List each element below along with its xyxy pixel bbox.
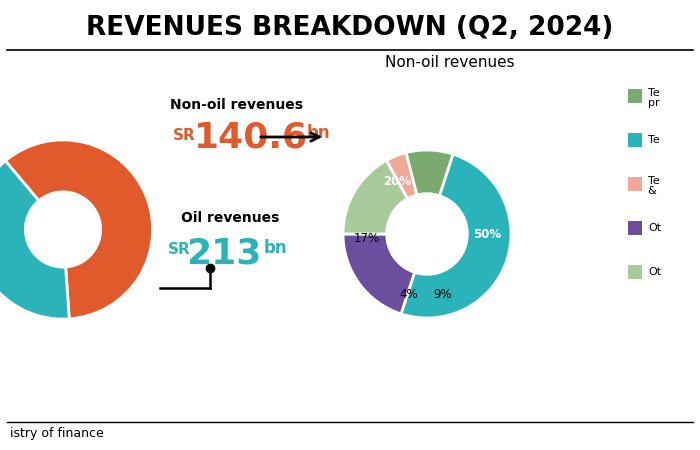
- Text: Te: Te: [648, 176, 659, 186]
- Bar: [628, 265, 642, 279]
- Wedge shape: [406, 150, 453, 196]
- Text: SR: SR: [168, 243, 190, 257]
- Text: Non-oil revenues: Non-oil revenues: [171, 98, 304, 112]
- Text: Ot: Ot: [648, 223, 661, 233]
- Text: REVENUES BREAKDOWN (Q2, 2024): REVENUES BREAKDOWN (Q2, 2024): [86, 15, 614, 41]
- Text: 17%: 17%: [354, 232, 379, 245]
- Wedge shape: [343, 234, 414, 314]
- Bar: [628, 177, 642, 191]
- Text: bn: bn: [264, 239, 288, 257]
- Text: 20%: 20%: [384, 176, 412, 189]
- Wedge shape: [386, 153, 417, 198]
- Text: bn: bn: [307, 124, 330, 142]
- Bar: [628, 221, 642, 235]
- Wedge shape: [0, 161, 69, 319]
- Text: Oil revenues: Oil revenues: [181, 211, 279, 225]
- Text: pr: pr: [648, 98, 659, 108]
- Text: 9%: 9%: [433, 288, 452, 301]
- Text: 50%: 50%: [473, 228, 501, 240]
- Text: 4%: 4%: [399, 288, 418, 301]
- Wedge shape: [401, 154, 511, 318]
- Text: istry of finance: istry of finance: [10, 428, 104, 441]
- Wedge shape: [6, 140, 153, 319]
- Text: Te: Te: [648, 135, 659, 145]
- Text: Ot: Ot: [648, 267, 661, 277]
- Text: 213: 213: [186, 236, 261, 270]
- Wedge shape: [343, 160, 407, 234]
- Bar: [628, 133, 642, 147]
- Text: Te: Te: [648, 88, 659, 98]
- Text: 140.6: 140.6: [194, 121, 308, 155]
- Text: Non-oil revenues: Non-oil revenues: [385, 55, 514, 70]
- Text: SR: SR: [173, 127, 196, 143]
- Text: &: &: [648, 186, 660, 196]
- Bar: [628, 89, 642, 103]
